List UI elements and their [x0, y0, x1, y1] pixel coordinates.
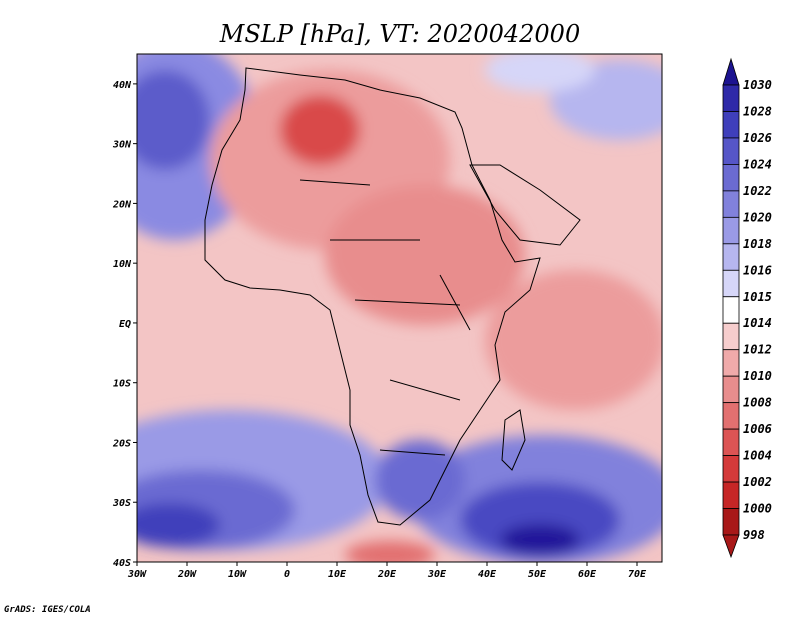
colorbar-swatch	[722, 349, 740, 377]
colorbar-swatch	[722, 508, 740, 536]
colorbar-swatch	[722, 322, 740, 351]
latitude-ticks: 40N 30N 20N 10N EQ 10S 20S 30S 40S	[112, 80, 137, 569]
colorbar-swatch	[722, 164, 740, 192]
map-title: MSLP [hPa], VT: 2020042000	[219, 20, 580, 48]
colorbar-label: 1020	[743, 210, 772, 224]
colorbar-label: 1006	[743, 422, 772, 436]
lon-tick-label: 10E	[328, 569, 347, 580]
lat-tick-label: 40N	[113, 80, 132, 91]
colorbar-label: 1024	[743, 157, 772, 171]
lon-tick-label: 20E	[377, 569, 397, 580]
colorbar-label: 1000	[743, 502, 772, 516]
colorbar-swatch	[722, 455, 740, 483]
lat-tick-label: EQ	[119, 319, 131, 330]
pressure-field	[137, 54, 662, 562]
colorbar-swatch	[722, 269, 740, 298]
lat-tick-label: 10N	[113, 259, 132, 270]
colorbar-label: 1018	[743, 237, 772, 251]
lon-tick-label: 60E	[578, 569, 597, 580]
colorbar: 1030 1028 1026 1024 1022 1020 1018 1016 1015 1014…	[722, 57, 772, 559]
colorbar-swatch	[722, 137, 740, 165]
grads-credit: GrADS: IGES/COLA	[4, 605, 91, 615]
colorbar-label: 1014	[743, 316, 772, 330]
lon-tick-label: 70E	[628, 569, 647, 580]
coastlines-borders	[204, 67, 581, 526]
colorbar-label: 1010	[743, 369, 772, 383]
colorbar-label: 1028	[743, 104, 772, 118]
colorbar-swatch	[722, 428, 740, 456]
lat-tick-label: 20S	[112, 438, 131, 449]
lon-tick-label: 50E	[528, 569, 547, 580]
colorbar-label: 1016	[743, 263, 772, 277]
colorbar-swatch	[722, 296, 740, 324]
lat-tick-label: 30S	[112, 498, 131, 509]
colorbar-swatch	[722, 481, 740, 509]
colorbar-bottom-arrow	[722, 534, 740, 559]
longitude-ticks: 30W 20W 10W 0 10E 20E 30E 40E 50E 60E 70E	[127, 562, 647, 580]
lon-tick-label: 30W	[127, 569, 147, 580]
colorbar-label: 1030	[743, 78, 772, 92]
colorbar-top-arrow	[722, 57, 740, 86]
saharan-heat-low-area	[280, 95, 360, 165]
colorbar-label: 1015	[743, 290, 772, 304]
colorbar-label: 1002	[743, 475, 772, 489]
lon-tick-label: 0	[284, 569, 290, 580]
colorbar-label: 998	[743, 528, 765, 542]
colorbar-label: 1004	[743, 449, 772, 463]
lat-tick-label: 30N	[112, 140, 132, 151]
colorbar-swatch	[722, 402, 740, 430]
lat-tick-label: 40S	[113, 558, 131, 569]
colorbar-swatch	[722, 84, 740, 112]
colorbar-swatch	[722, 111, 740, 139]
colorbar-label: 1026	[743, 131, 772, 145]
colorbar-swatch	[722, 375, 740, 404]
colorbar-label: 1008	[743, 396, 772, 410]
lon-tick-label: 40E	[478, 569, 497, 580]
lat-tick-label: 20N	[112, 199, 132, 210]
colorbar-label: 1022	[743, 184, 772, 198]
colorbar-swatch	[722, 243, 740, 271]
lon-tick-label: 30E	[427, 569, 447, 580]
plot-frame	[136, 53, 663, 563]
colorbar-swatch	[722, 190, 740, 218]
colorbar-swatch	[722, 216, 740, 245]
colorbar-label: 1012	[743, 343, 772, 357]
lon-tick-label: 10W	[228, 569, 247, 580]
lat-tick-label: 10S	[113, 379, 131, 390]
lon-tick-label: 20W	[177, 569, 197, 580]
